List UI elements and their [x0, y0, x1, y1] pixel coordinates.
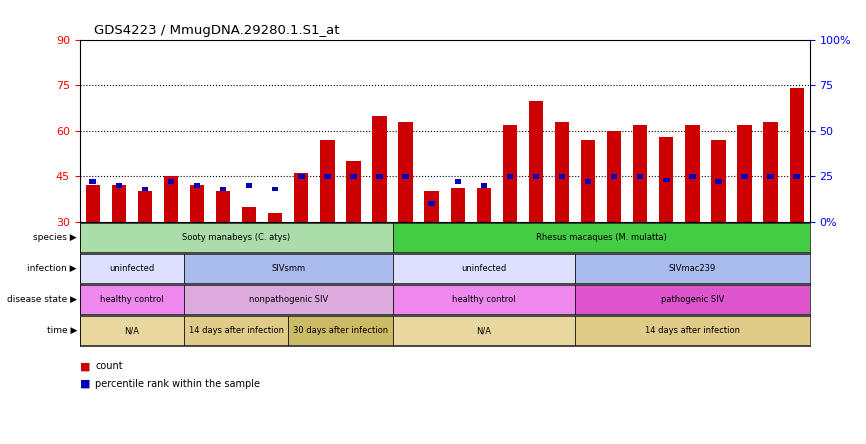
Bar: [575, 316, 810, 345]
Text: uninfected: uninfected: [462, 264, 507, 273]
Bar: [346, 161, 360, 222]
Bar: [764, 122, 778, 222]
Bar: [392, 316, 575, 345]
Bar: [711, 140, 726, 222]
Text: ■: ■: [80, 361, 90, 371]
Bar: [637, 174, 643, 178]
Bar: [216, 191, 230, 222]
Text: GDS4223 / MmugDNA.29280.1.S1_at: GDS4223 / MmugDNA.29280.1.S1_at: [94, 24, 339, 37]
Bar: [607, 131, 621, 222]
Bar: [685, 125, 700, 222]
Text: healthy control: healthy control: [452, 295, 515, 304]
Bar: [184, 254, 392, 283]
Bar: [194, 183, 200, 188]
Bar: [659, 137, 674, 222]
Bar: [429, 201, 435, 206]
Bar: [80, 285, 184, 314]
Bar: [190, 185, 204, 222]
Text: uninfected: uninfected: [109, 264, 154, 273]
Bar: [372, 116, 387, 222]
Text: infection ▶: infection ▶: [28, 264, 77, 273]
Text: count: count: [95, 361, 123, 371]
Bar: [392, 285, 575, 314]
Text: nonpathogenic SIV: nonpathogenic SIV: [249, 295, 328, 304]
Bar: [585, 179, 591, 184]
Bar: [184, 285, 392, 314]
Bar: [298, 174, 305, 178]
Bar: [164, 176, 178, 222]
Bar: [424, 191, 439, 222]
Text: disease state ▶: disease state ▶: [7, 295, 77, 304]
Text: percentile rank within the sample: percentile rank within the sample: [95, 379, 261, 389]
Bar: [611, 174, 617, 178]
Bar: [272, 187, 279, 191]
Bar: [89, 179, 96, 184]
Bar: [507, 174, 513, 178]
Text: time ▶: time ▶: [47, 326, 77, 335]
Bar: [168, 179, 174, 184]
Bar: [450, 188, 465, 222]
Bar: [663, 178, 669, 182]
Bar: [529, 100, 543, 222]
Bar: [246, 183, 252, 188]
Bar: [741, 174, 747, 178]
Bar: [80, 254, 184, 283]
Bar: [455, 179, 461, 184]
Bar: [138, 191, 152, 222]
Bar: [242, 206, 256, 222]
Bar: [184, 316, 288, 345]
Bar: [790, 88, 804, 222]
Text: N/A: N/A: [125, 326, 139, 335]
Bar: [689, 174, 695, 178]
Bar: [142, 187, 148, 191]
Bar: [80, 222, 392, 252]
Bar: [633, 125, 648, 222]
Bar: [294, 173, 308, 222]
Text: SIVsmm: SIVsmm: [271, 264, 306, 273]
Bar: [398, 122, 413, 222]
Text: species ▶: species ▶: [33, 233, 77, 242]
Text: Sooty manabeys (C. atys): Sooty manabeys (C. atys): [182, 233, 290, 242]
Bar: [767, 174, 774, 178]
Bar: [112, 185, 126, 222]
Bar: [403, 174, 409, 178]
Text: healthy control: healthy control: [100, 295, 164, 304]
Text: 14 days after infection: 14 days after infection: [189, 326, 283, 335]
Bar: [533, 174, 540, 178]
Bar: [268, 213, 282, 222]
Bar: [324, 174, 331, 178]
Bar: [320, 140, 334, 222]
Bar: [220, 187, 226, 191]
Bar: [115, 183, 122, 188]
Bar: [793, 174, 800, 178]
Text: ■: ■: [80, 379, 90, 389]
Bar: [559, 174, 565, 178]
Bar: [575, 285, 810, 314]
Bar: [377, 174, 383, 178]
Bar: [715, 179, 721, 184]
Bar: [481, 183, 487, 188]
Bar: [575, 254, 810, 283]
Text: SIVmac239: SIVmac239: [669, 264, 716, 273]
Bar: [86, 185, 100, 222]
Bar: [392, 254, 575, 283]
Bar: [80, 316, 184, 345]
Bar: [502, 125, 517, 222]
Bar: [581, 140, 595, 222]
Text: 14 days after infection: 14 days after infection: [645, 326, 740, 335]
Bar: [737, 125, 752, 222]
Text: 30 days after infection: 30 days after infection: [293, 326, 388, 335]
Bar: [288, 316, 392, 345]
Text: N/A: N/A: [476, 326, 491, 335]
Bar: [555, 122, 569, 222]
Bar: [392, 222, 810, 252]
Text: Rhesus macaques (M. mulatta): Rhesus macaques (M. mulatta): [536, 233, 667, 242]
Text: pathogenic SIV: pathogenic SIV: [661, 295, 724, 304]
Bar: [350, 174, 357, 178]
Bar: [476, 188, 491, 222]
